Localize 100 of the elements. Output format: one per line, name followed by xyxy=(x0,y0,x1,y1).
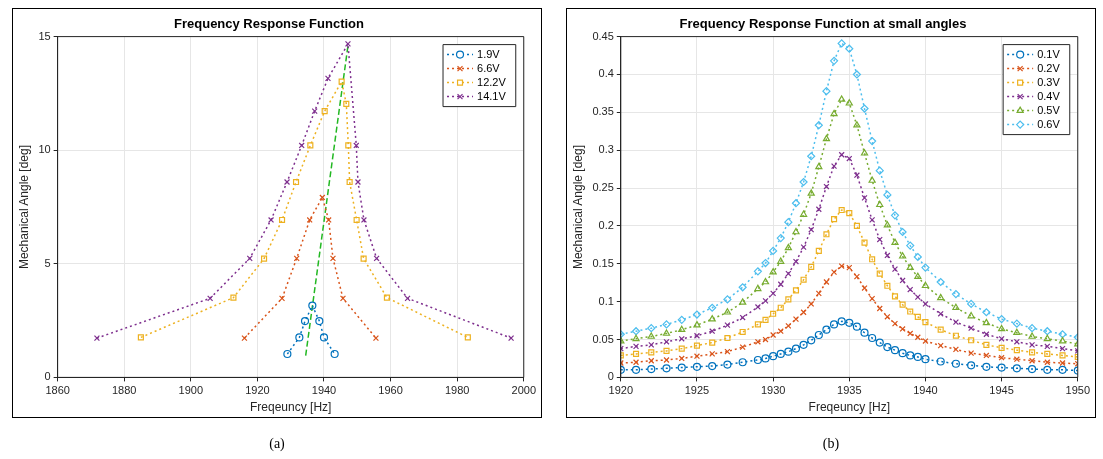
point xyxy=(693,353,701,360)
point xyxy=(952,332,959,339)
point xyxy=(922,337,929,345)
point xyxy=(776,349,785,359)
point xyxy=(852,322,861,331)
point xyxy=(951,289,961,299)
point xyxy=(762,316,769,323)
point xyxy=(784,243,792,251)
point xyxy=(898,252,907,259)
point xyxy=(338,78,345,85)
point xyxy=(792,258,800,265)
point xyxy=(998,344,1005,351)
point xyxy=(353,216,360,224)
point xyxy=(754,338,761,345)
point xyxy=(853,172,860,179)
point xyxy=(1058,365,1067,374)
point xyxy=(739,314,746,321)
point xyxy=(860,328,869,337)
legend-label: 1.9V xyxy=(477,47,501,60)
point xyxy=(861,194,868,201)
point xyxy=(952,303,960,311)
point xyxy=(678,355,685,362)
point xyxy=(846,209,853,217)
point xyxy=(890,211,900,220)
point xyxy=(815,162,823,170)
point xyxy=(677,315,686,324)
point xyxy=(329,255,337,262)
point xyxy=(308,301,317,310)
point xyxy=(829,320,839,329)
point xyxy=(822,134,831,142)
point xyxy=(708,314,716,322)
point xyxy=(1027,364,1037,374)
y-tick-label: 15 xyxy=(38,29,51,42)
point xyxy=(319,194,326,201)
point xyxy=(800,244,807,251)
y-tick-label: 5 xyxy=(44,256,51,269)
point xyxy=(792,287,800,294)
point xyxy=(319,333,329,342)
point xyxy=(937,326,944,333)
point xyxy=(761,277,770,285)
point xyxy=(632,350,640,357)
point xyxy=(799,177,808,187)
point xyxy=(868,333,877,343)
point xyxy=(997,324,1006,332)
y-tick-label: 0.25 xyxy=(592,181,614,194)
point xyxy=(662,320,671,329)
chart-title: Frequency Response Function at small angles xyxy=(679,16,967,32)
point xyxy=(770,290,777,297)
point xyxy=(845,99,853,106)
point xyxy=(298,142,305,149)
x-tick-label: 1960 xyxy=(378,384,403,397)
point xyxy=(761,354,770,363)
point xyxy=(785,322,792,329)
x-tick-label: 1940 xyxy=(311,384,337,397)
legend-label: 0.2V xyxy=(1037,61,1061,74)
point xyxy=(837,39,846,48)
point xyxy=(404,295,411,302)
point xyxy=(769,268,777,275)
point xyxy=(876,236,883,243)
point xyxy=(360,255,367,262)
point xyxy=(982,362,991,371)
point xyxy=(339,295,347,302)
point xyxy=(853,273,860,280)
point xyxy=(693,321,701,328)
point xyxy=(998,335,1005,342)
point xyxy=(815,206,822,213)
point xyxy=(753,355,762,365)
point xyxy=(343,100,350,107)
point xyxy=(283,349,292,359)
point xyxy=(983,341,990,348)
point xyxy=(383,294,390,301)
point xyxy=(967,361,976,370)
point xyxy=(770,331,777,339)
point xyxy=(207,295,214,302)
y-tick-label: 0 xyxy=(607,370,614,383)
point xyxy=(891,293,899,300)
y-tick-label: 0.2 xyxy=(598,218,614,231)
text: (a) xyxy=(269,436,285,452)
point xyxy=(815,247,822,254)
point xyxy=(884,252,891,259)
point xyxy=(631,365,641,374)
point xyxy=(898,349,907,358)
point xyxy=(1028,341,1036,348)
point xyxy=(921,281,930,289)
point xyxy=(708,361,717,371)
point xyxy=(345,142,352,149)
point xyxy=(754,321,761,328)
point xyxy=(830,216,838,223)
point xyxy=(907,286,914,293)
y-tick-label: 0.15 xyxy=(592,256,614,269)
point xyxy=(1058,330,1067,339)
point xyxy=(937,310,944,317)
y-tick-label: 0.3 xyxy=(598,143,614,156)
point xyxy=(330,349,339,359)
point xyxy=(921,263,930,272)
point xyxy=(311,108,318,115)
point xyxy=(838,263,845,270)
point xyxy=(997,314,1006,324)
x-tick-label: 1920 xyxy=(245,384,270,397)
point xyxy=(1043,334,1051,342)
